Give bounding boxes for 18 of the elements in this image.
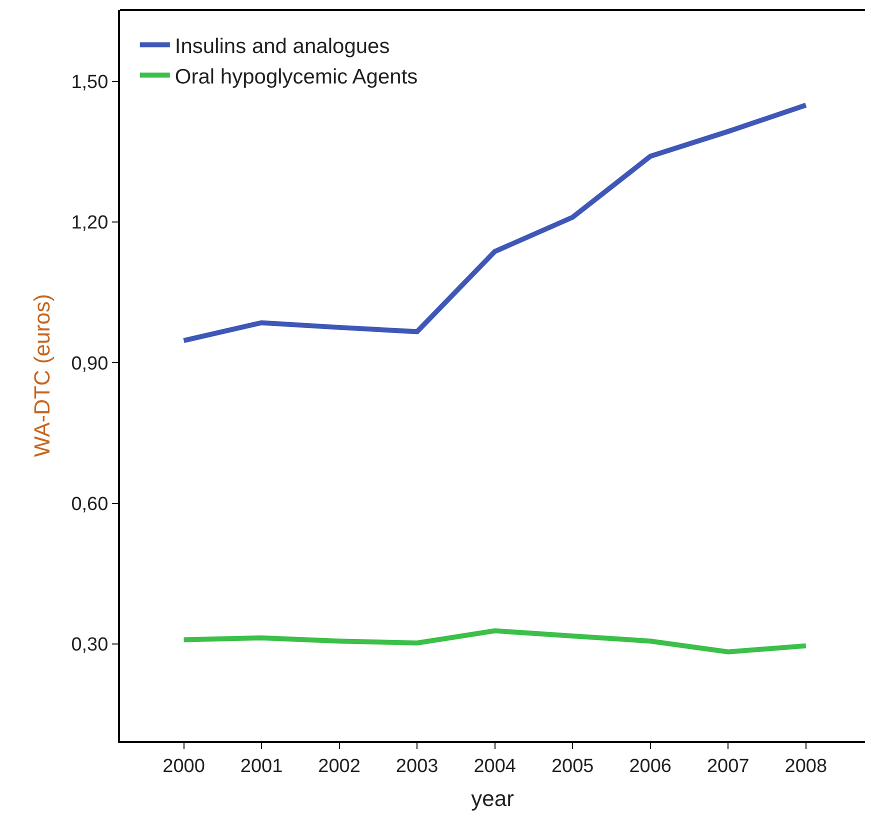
y-tick-label: 0,60 — [71, 494, 108, 515]
y-tick-label: 0,30 — [71, 634, 108, 656]
x-tick-label: 2003 — [396, 756, 438, 777]
y-tick-label: 0,90 — [71, 353, 108, 374]
x-axis-title: year — [471, 786, 514, 812]
legend-label: Insulins and analogues — [174, 34, 390, 58]
x-tick-label: 2000 — [162, 756, 205, 777]
y-tick-label: 1,20 — [71, 212, 108, 234]
x-tick-label: 2001 — [240, 756, 283, 777]
x-tick-label: 2002 — [318, 756, 360, 777]
x-tick-label: 2007 — [706, 756, 750, 777]
legend-label: Oral hypoglycemic Agents — [174, 65, 418, 88]
y-tick-label: 1,50 — [71, 72, 108, 93]
x-tick-label: 2004 — [474, 756, 516, 777]
x-tick-label: 2008 — [784, 756, 828, 777]
y-axis-title: WA-DTC (euros) — [30, 294, 55, 457]
x-tick-label: 2005 — [551, 756, 594, 777]
x-tick-label: 2006 — [629, 756, 672, 777]
